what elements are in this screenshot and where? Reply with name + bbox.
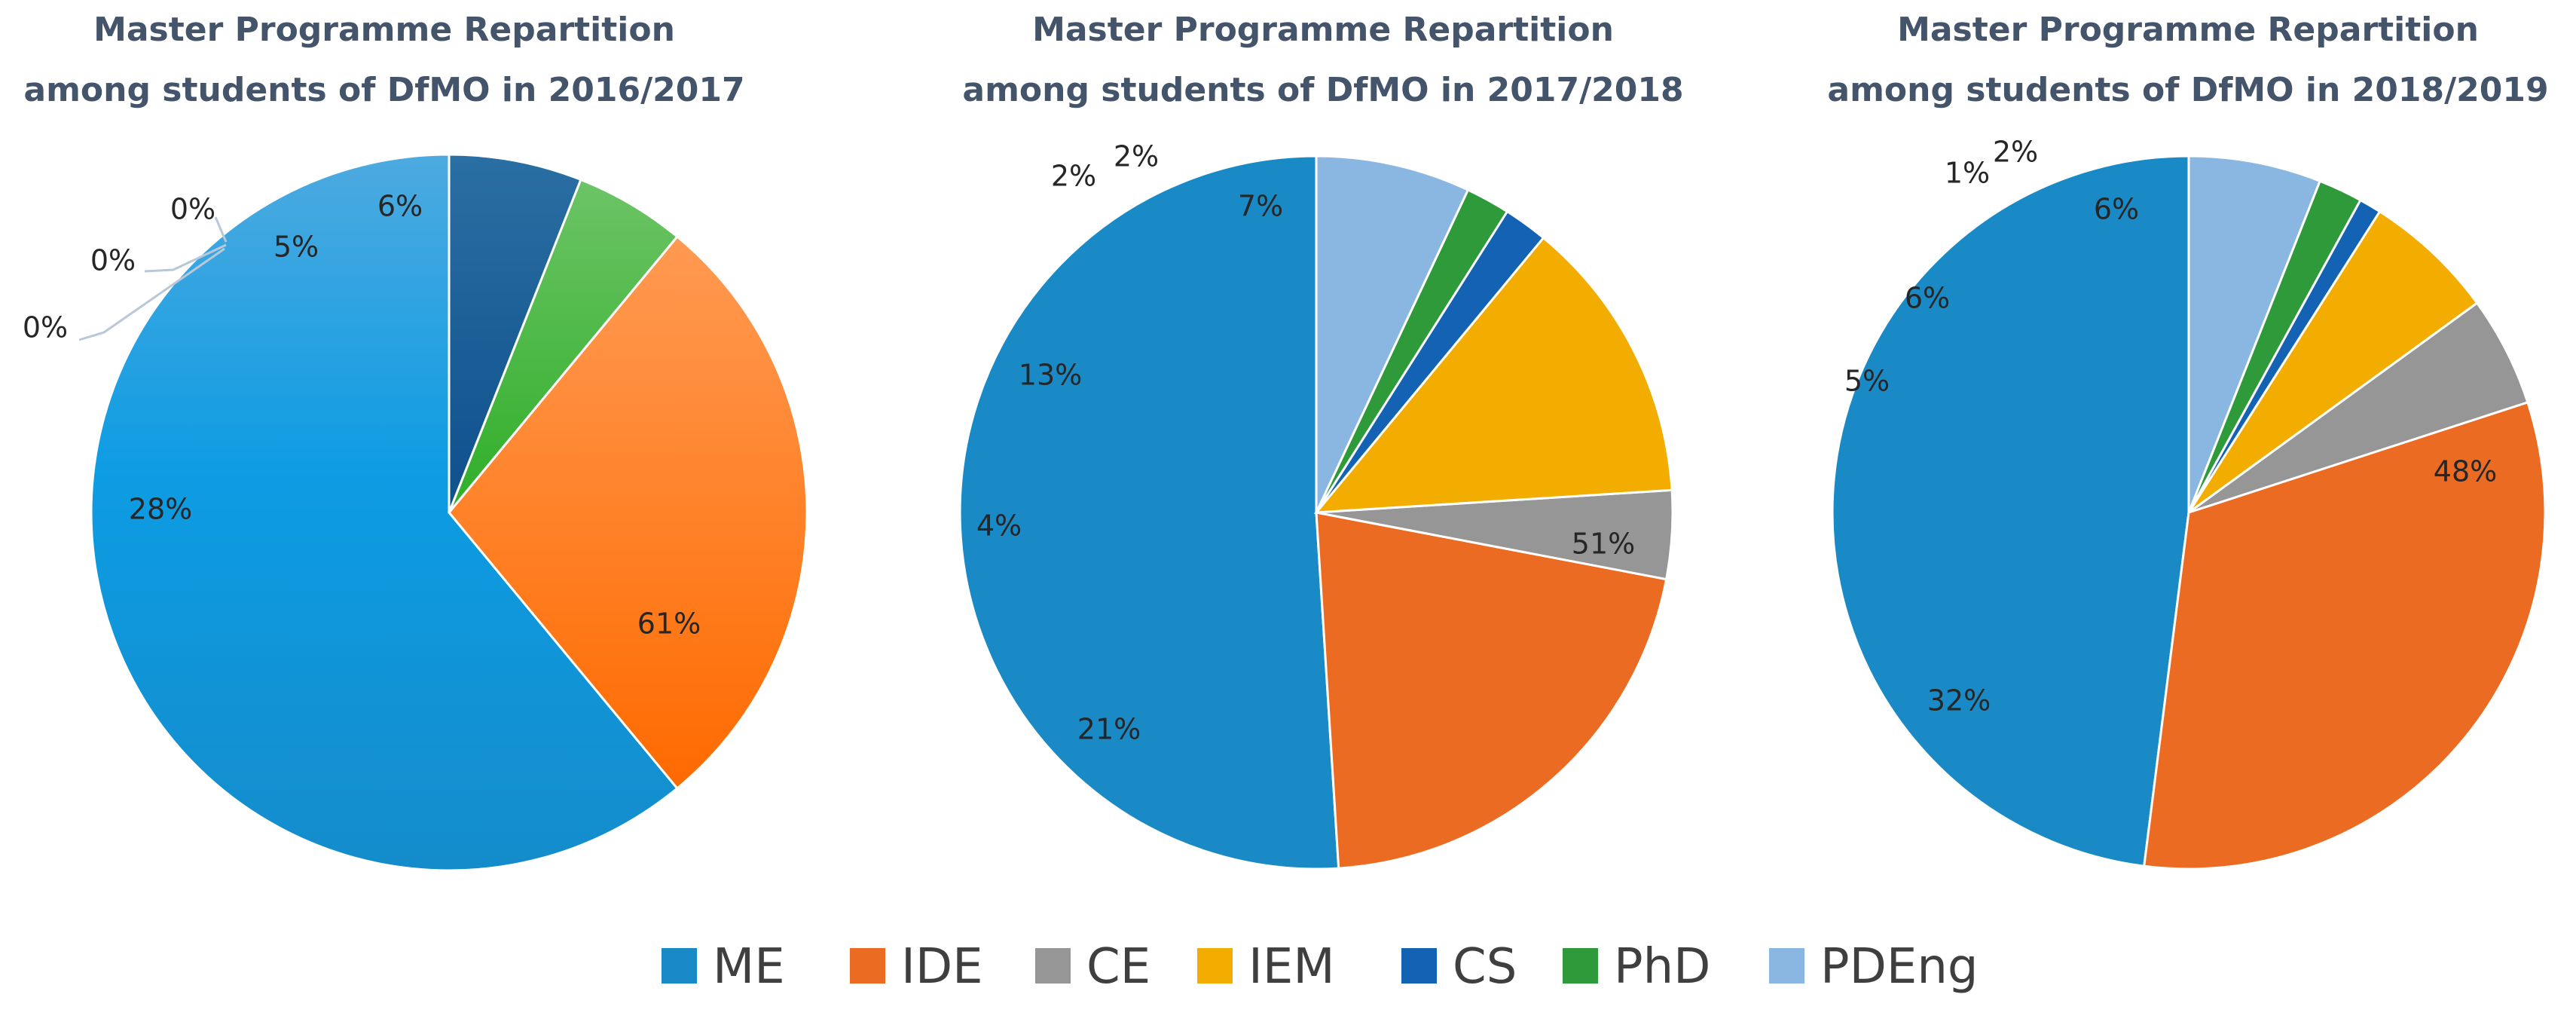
chart-title-line-1: Master Programme Repartition: [1032, 11, 1614, 49]
legend-swatch-me: [662, 948, 697, 984]
chart-title-line-2: among students of DfMO in 2017/2018: [962, 71, 1683, 109]
data-label-pdeng: 6%: [2094, 193, 2139, 226]
data-label-me: 51%: [1572, 528, 1635, 561]
pie-slice-iem: [1313, 236, 1673, 514]
legend-entry-ce: CE: [1035, 939, 1150, 995]
legend: ME IDE CE IEM CS PhD PDEng: [662, 939, 1979, 995]
leader-line-1: [144, 243, 227, 273]
data-label-phd: 5%: [273, 231, 319, 264]
data-label-cs: 1%: [1945, 157, 1990, 190]
pie-slice-iem: [2187, 210, 2479, 514]
pie-slice-pdeng: [2187, 154, 2322, 513]
legend-label-pdeng: PDEng: [1820, 939, 1979, 995]
data-label-ide: 32%: [1927, 684, 1991, 717]
pie-slice-ide: [1315, 511, 1668, 870]
legend-swatch-iem: [1197, 948, 1233, 984]
data-label-me: 48%: [2434, 455, 2497, 488]
chart-title-line-2: among students of DfMO in 2018/2019: [1827, 71, 2548, 109]
data-label-ide: 28%: [129, 493, 192, 526]
legend-swatch-pdeng: [1769, 948, 1804, 984]
data-label-cs: 0%: [170, 193, 215, 226]
legend-entry-ide: IDE: [850, 939, 983, 995]
data-label-iem: 0%: [90, 244, 136, 277]
data-label-ce: 5%: [1844, 365, 1890, 398]
pie-chart-2017-2018: Master Programme Repartition among stude…: [958, 11, 1684, 870]
leader-line-0: [78, 247, 225, 341]
legend-label-ide: IDE: [901, 939, 983, 995]
pie-slice-me: [1831, 154, 2190, 867]
data-label-iem: 13%: [1019, 359, 1082, 392]
legend-swatch-phd: [1563, 948, 1598, 984]
legend-label-ce: CE: [1086, 939, 1150, 995]
legend-swatch-ce: [1035, 948, 1071, 984]
data-label-phd: 2%: [1993, 136, 2038, 169]
legend-entry-me: ME: [662, 939, 785, 995]
chart-title-line-1: Master Programme Repartition: [1897, 11, 2479, 49]
legend-swatch-cs: [1401, 948, 1437, 984]
leader-line-2: [214, 216, 228, 243]
data-label-pdeng: 7%: [1238, 190, 1283, 223]
legend-label-iem: IEM: [1248, 939, 1335, 995]
pie-slice-pdeng: [448, 153, 582, 513]
pie-slice-me: [90, 153, 679, 872]
legend-swatch-ide: [850, 948, 885, 984]
data-label-ce: 0%: [23, 311, 68, 344]
data-label-ce: 4%: [976, 509, 1022, 543]
pie-chart-2016-2017: Master Programme Repartition among stude…: [23, 11, 808, 872]
chart-title-line-1: Master Programme Repartition: [93, 11, 675, 49]
pie-slice-ide: [448, 234, 808, 791]
data-label-pdeng: 6%: [377, 190, 423, 223]
pie-slice-pdeng: [1315, 154, 1470, 513]
pie-chart-2018-2019: Master Programme Repartition among stude…: [1827, 11, 2549, 870]
pie-slice-me: [958, 154, 1340, 870]
data-label-phd: 2%: [1114, 140, 1159, 173]
pie-slice-ce: [2188, 301, 2529, 514]
legend-entry-cs: CS: [1401, 939, 1517, 995]
legend-entry-pdeng: PDEng: [1769, 939, 1979, 995]
data-label-cs: 2%: [1051, 160, 1096, 193]
pie-slice-phd: [448, 178, 679, 513]
data-label-me: 61%: [637, 607, 701, 641]
data-label-ide: 21%: [1077, 713, 1141, 746]
chart-title-line-2: among students of DfMO in 2016/2017: [23, 71, 744, 109]
legend-label-cs: CS: [1453, 939, 1517, 995]
legend-entry-phd: PhD: [1563, 939, 1710, 995]
legend-label-phd: PhD: [1614, 939, 1710, 995]
data-label-iem: 6%: [1905, 282, 1950, 315]
pie-slice-ide: [2143, 400, 2547, 870]
legend-label-me: ME: [713, 939, 785, 995]
legend-entry-iem: IEM: [1197, 939, 1335, 995]
